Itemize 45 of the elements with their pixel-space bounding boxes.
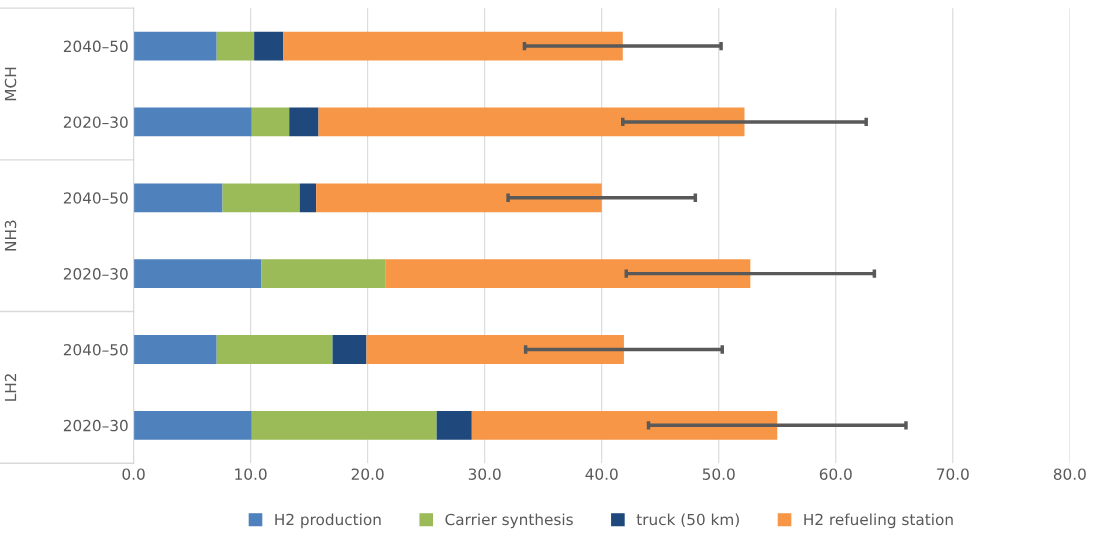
y-tick-label: 2020–30 bbox=[63, 419, 128, 432]
bar bbox=[261, 259, 386, 289]
bar bbox=[471, 410, 778, 440]
x-tick-label: 10.0 bbox=[235, 468, 267, 480]
x-tick-label: 50.0 bbox=[702, 468, 735, 480]
legend-label: truck (50 km) bbox=[636, 513, 739, 528]
bar bbox=[222, 183, 300, 213]
bar bbox=[283, 31, 623, 61]
bar bbox=[216, 31, 255, 61]
bar bbox=[216, 335, 333, 364]
bar bbox=[251, 410, 437, 440]
bar bbox=[254, 31, 284, 61]
text: LH2 bbox=[4, 374, 17, 401]
y-tick-label: 2040–50 bbox=[63, 343, 128, 356]
bar bbox=[318, 107, 745, 137]
y-tick-label: 2040–50 bbox=[63, 40, 128, 53]
x-tick-label: 30.0 bbox=[468, 468, 501, 480]
x-tick-label: 20.0 bbox=[351, 468, 384, 480]
x-tick-label: 0.0 bbox=[122, 468, 145, 480]
bar bbox=[251, 107, 290, 137]
y-tick-label: 2040–50 bbox=[63, 192, 128, 204]
legend-label: Carrier synthesis bbox=[445, 513, 573, 529]
text: NH3 bbox=[4, 220, 17, 251]
y-tick-label: 2020–30 bbox=[63, 116, 128, 128]
bar bbox=[316, 183, 602, 213]
bar bbox=[133, 410, 252, 440]
text: MCH bbox=[4, 67, 17, 101]
bar bbox=[133, 107, 252, 137]
bar bbox=[133, 183, 223, 213]
y-tick-label: 2020–30 bbox=[63, 268, 128, 280]
legend-label: H2 production bbox=[275, 513, 381, 529]
bar bbox=[133, 335, 217, 364]
bar bbox=[332, 335, 367, 364]
bar bbox=[133, 31, 217, 61]
bar bbox=[436, 410, 472, 440]
bar bbox=[366, 335, 624, 364]
x-tick-label: 70.0 bbox=[937, 468, 969, 480]
legend-label: H2 refueling station bbox=[804, 513, 953, 529]
bar bbox=[289, 107, 319, 137]
bar bbox=[133, 259, 262, 289]
bar bbox=[385, 259, 751, 289]
x-tick-label: 80.0 bbox=[1053, 468, 1086, 480]
x-tick-label: 40.0 bbox=[585, 468, 618, 480]
x-tick-label: 60.0 bbox=[819, 468, 852, 480]
bar bbox=[299, 183, 317, 213]
